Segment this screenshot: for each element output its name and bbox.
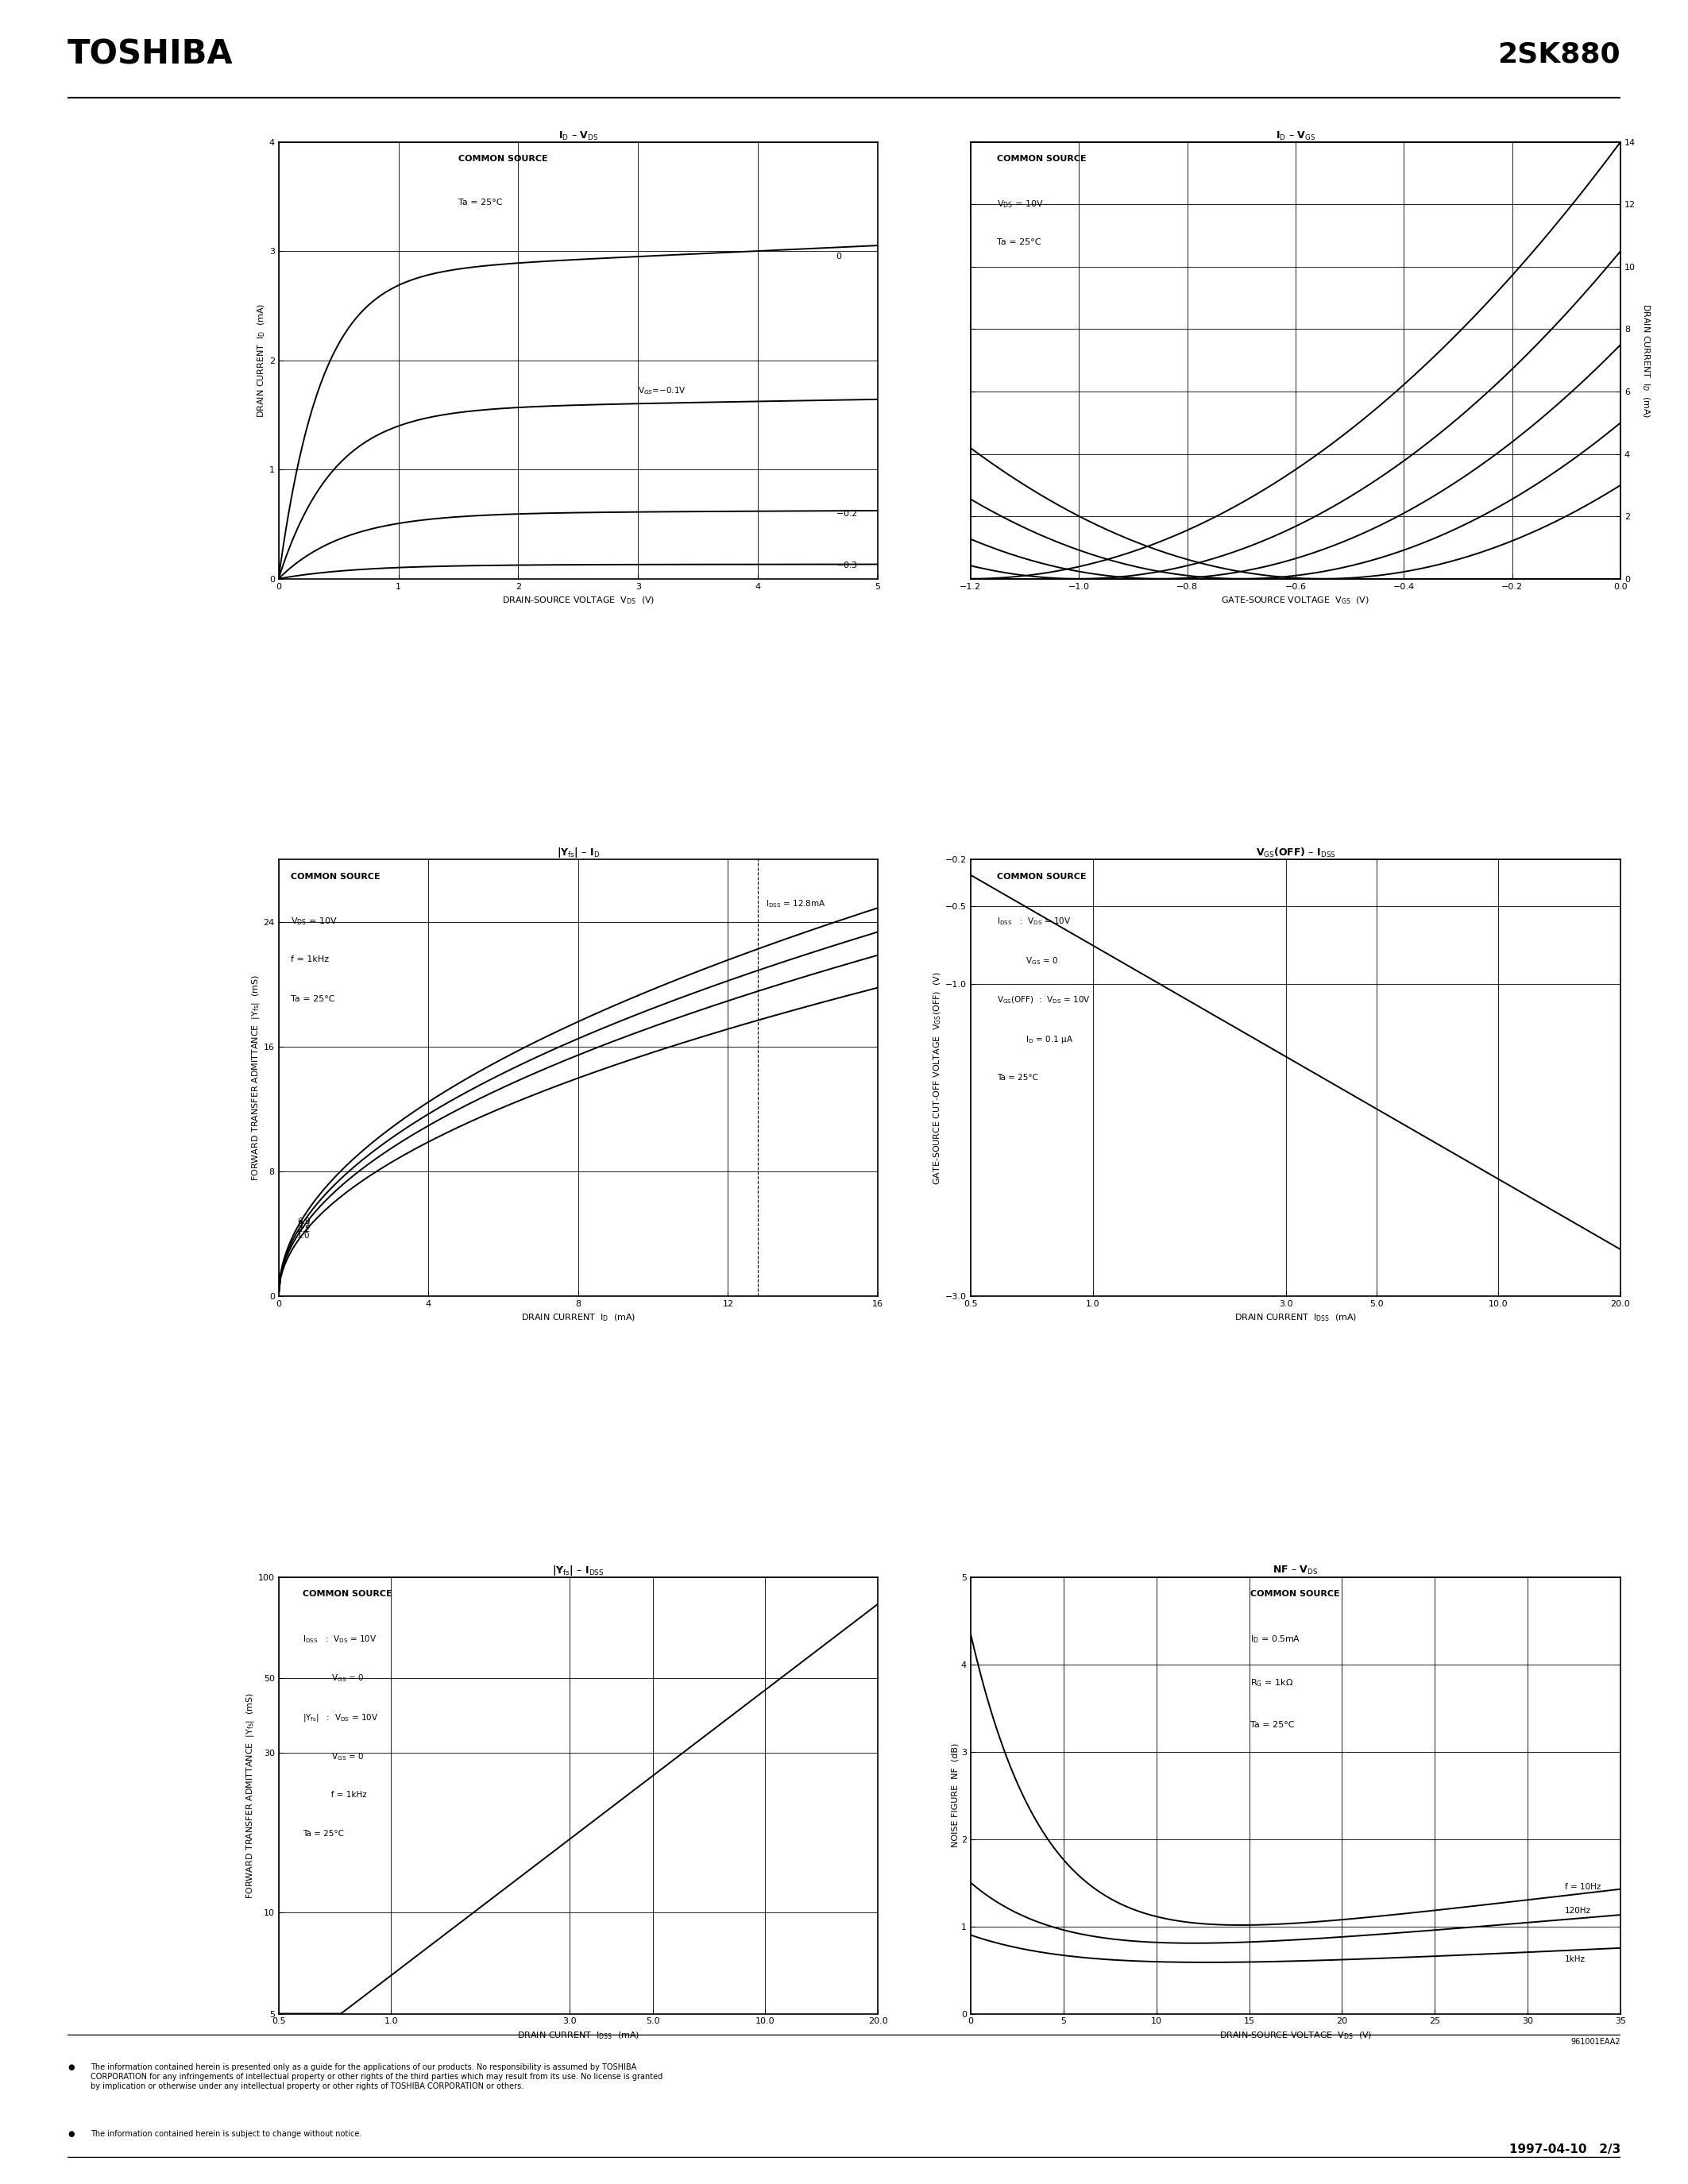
Text: f = 10Hz: f = 10Hz [1565,1883,1600,1891]
Y-axis label: FORWARD TRANSFER ADMITTANCE  |Y$_\mathrm{fs}$|  (mS): FORWARD TRANSFER ADMITTANCE |Y$_\mathrm{… [245,1693,257,1898]
Text: I$_\mathrm{D}$ = 0.5mA: I$_\mathrm{D}$ = 0.5mA [1251,1634,1300,1645]
Text: f = 1kHz: f = 1kHz [290,957,329,963]
Y-axis label: FORWARD TRANSFER ADMITTANCE  |Y$_\mathrm{fs}$|  (mS): FORWARD TRANSFER ADMITTANCE |Y$_\mathrm{… [250,974,262,1182]
Text: 1.0: 1.0 [297,1232,311,1238]
Text: The information contained herein is subject to change without notice.: The information contained herein is subj… [91,2129,361,2138]
Text: TOSHIBA: TOSHIBA [68,37,233,72]
Text: V$_{GS}$=$-$0.1V: V$_{GS}$=$-$0.1V [638,384,687,395]
Title: I$_\mathrm{D}$ – V$_\mathrm{GS}$: I$_\mathrm{D}$ – V$_\mathrm{GS}$ [1276,129,1315,142]
Text: $0$: $0$ [836,251,842,260]
Text: 120Hz: 120Hz [1565,1907,1592,1915]
X-axis label: GATE-SOURCE VOLTAGE  V$_\mathrm{GS}$  (V): GATE-SOURCE VOLTAGE V$_\mathrm{GS}$ (V) [1222,594,1369,605]
Text: COMMON SOURCE: COMMON SOURCE [302,1590,392,1599]
Text: V$_\mathrm{GS}$(OFF)  :  V$_\mathrm{DS}$ = 10V: V$_\mathrm{GS}$(OFF) : V$_\mathrm{DS}$ =… [996,996,1090,1005]
Title: V$_\mathrm{GS}$(OFF) – I$_\mathrm{DSS}$: V$_\mathrm{GS}$(OFF) – I$_\mathrm{DSS}$ [1256,847,1335,858]
Text: ●: ● [68,2129,74,2138]
Text: $-$0.3: $-$0.3 [836,559,858,570]
Text: I$_\mathrm{D}$ = 0.1 μA: I$_\mathrm{D}$ = 0.1 μA [996,1035,1074,1046]
Text: 961001EAA2: 961001EAA2 [1572,2038,1620,2046]
Text: Ta = 25°C: Ta = 25°C [459,199,503,207]
Text: $-$0.2: $-$0.2 [836,509,858,518]
Text: Ta = 25°C: Ta = 25°C [1251,1721,1295,1730]
Text: 6.9: 6.9 [297,1216,311,1225]
Text: 2SK880: 2SK880 [1497,41,1620,68]
Text: V$_\mathrm{DS}$ = 10V: V$_\mathrm{DS}$ = 10V [290,917,338,928]
Text: R$_\mathrm{G}$ = 1kΩ: R$_\mathrm{G}$ = 1kΩ [1251,1677,1293,1688]
X-axis label: DRAIN-SOURCE VOLTAGE  V$_\mathrm{DS}$  (V): DRAIN-SOURCE VOLTAGE V$_\mathrm{DS}$ (V) [501,594,655,605]
Text: I$_\mathrm{DSS}$   :  V$_\mathrm{DS}$ = 10V: I$_\mathrm{DSS}$ : V$_\mathrm{DS}$ = 10V [302,1634,376,1645]
Text: COMMON SOURCE: COMMON SOURCE [996,155,1085,164]
X-axis label: DRAIN CURRENT  I$_\mathrm{DSS}$  (mA): DRAIN CURRENT I$_\mathrm{DSS}$ (mA) [1234,1313,1357,1324]
Text: Ta = 25°C: Ta = 25°C [302,1830,344,1839]
Text: 1kHz: 1kHz [1565,1955,1585,1963]
Y-axis label: GATE-SOURCE CUT-OFF VOLTAGE  V$_\mathrm{GS}$(OFF)  (V): GATE-SOURCE CUT-OFF VOLTAGE V$_\mathrm{G… [932,972,944,1184]
Text: Ta = 25°C: Ta = 25°C [996,1075,1038,1081]
Text: COMMON SOURCE: COMMON SOURCE [459,155,547,164]
Text: COMMON SOURCE: COMMON SOURCE [290,874,380,880]
Title: NF – V$_\mathrm{DS}$: NF – V$_\mathrm{DS}$ [1273,1564,1318,1577]
Text: I$_\mathrm{DSS}$ = 12.8mA: I$_\mathrm{DSS}$ = 12.8mA [765,898,825,909]
Title: |Y$_\mathrm{fs}$| – I$_\mathrm{DSS}$: |Y$_\mathrm{fs}$| – I$_\mathrm{DSS}$ [552,1564,604,1577]
Text: 2.2: 2.2 [297,1225,311,1234]
Text: 1997-04-10   2/3: 1997-04-10 2/3 [1509,2145,1620,2156]
Text: V$_\mathrm{GS}$ = 0: V$_\mathrm{GS}$ = 0 [302,1673,365,1684]
Text: V$_\mathrm{DS}$ = 10V: V$_\mathrm{DS}$ = 10V [996,199,1043,210]
X-axis label: DRAIN CURRENT  I$_\mathrm{D}$  (mA): DRAIN CURRENT I$_\mathrm{D}$ (mA) [522,1313,635,1324]
Text: Ta = 25°C: Ta = 25°C [290,996,334,1002]
Text: ●: ● [68,2064,74,2073]
X-axis label: DRAIN CURRENT  I$_\mathrm{DSS}$  (mA): DRAIN CURRENT I$_\mathrm{DSS}$ (mA) [517,2029,640,2040]
Text: COMMON SOURCE: COMMON SOURCE [996,874,1085,880]
Text: Ta = 25°C: Ta = 25°C [996,238,1041,247]
Text: |Y$_\mathrm{fs}$|   :  V$_\mathrm{DS}$ = 10V: |Y$_\mathrm{fs}$| : V$_\mathrm{DS}$ = 10… [302,1712,378,1723]
Text: V$_\mathrm{GS}$ = 0: V$_\mathrm{GS}$ = 0 [996,957,1058,968]
Text: 4.2: 4.2 [297,1221,311,1230]
Y-axis label: DRAIN CURRENT  I$_{D}$  (mA): DRAIN CURRENT I$_{D}$ (mA) [1641,304,1651,417]
Y-axis label: NOISE FIGURE  NF  (dB): NOISE FIGURE NF (dB) [950,1743,959,1848]
Title: |Y$_\mathrm{fs}$| – I$_\mathrm{D}$: |Y$_\mathrm{fs}$| – I$_\mathrm{D}$ [557,845,599,860]
Title: I$_\mathrm{D}$ – V$_\mathrm{DS}$: I$_\mathrm{D}$ – V$_\mathrm{DS}$ [559,129,598,142]
X-axis label: DRAIN-SOURCE VOLTAGE  V$_\mathrm{DS}$  (V): DRAIN-SOURCE VOLTAGE V$_\mathrm{DS}$ (V) [1219,2029,1372,2040]
Text: f = 1kHz: f = 1kHz [302,1791,366,1800]
Text: I$_\mathrm{DSS}$   :  V$_\mathrm{DS}$ = 10V: I$_\mathrm{DSS}$ : V$_\mathrm{DS}$ = 10V [996,917,1070,928]
Text: The information contained herein is presented only as a guide for the applicatio: The information contained herein is pres… [91,2064,663,2090]
Y-axis label: DRAIN CURRENT  I$_\mathrm{D}$  (mA): DRAIN CURRENT I$_\mathrm{D}$ (mA) [257,304,267,417]
Text: COMMON SOURCE: COMMON SOURCE [1251,1590,1340,1599]
Text: V$_\mathrm{GS}$ = 0: V$_\mathrm{GS}$ = 0 [302,1752,365,1762]
